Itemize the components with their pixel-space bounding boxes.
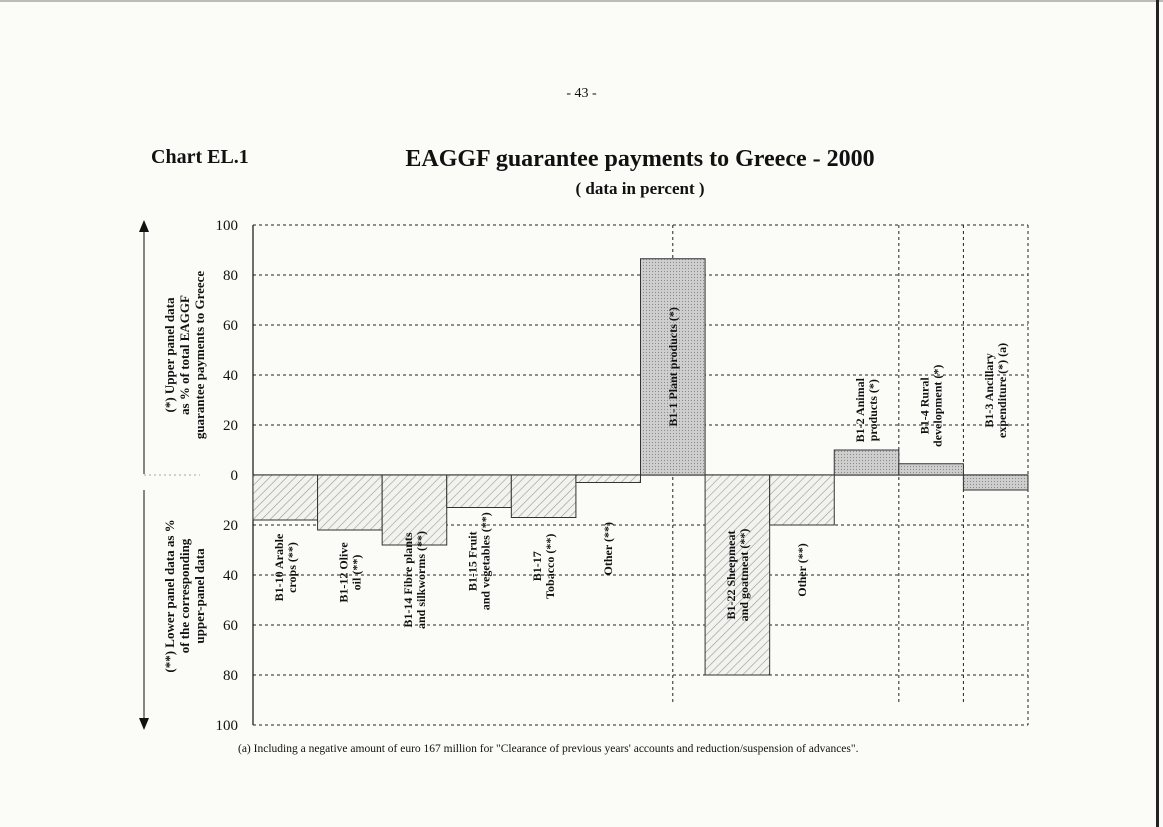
bar-label: B1-17Tobacco (**): [530, 534, 557, 599]
y-tick-label: 100: [216, 218, 239, 234]
bar-label: B1-12 Oliveoil (**): [336, 542, 363, 603]
bar: [962, 474, 1029, 491]
bar: [381, 474, 448, 546]
y-axis-label-lower-line: (**) Lower panel data as %: [162, 519, 177, 672]
bar: [640, 258, 706, 476]
bar-label-line: B1-4 Rural: [918, 377, 932, 435]
y-tick-label: 80: [223, 668, 238, 684]
bar: [833, 449, 900, 476]
bar-label-line: B1-17: [530, 551, 544, 581]
bar: [510, 474, 577, 518]
bar-label-line: B1-12 Olive: [336, 542, 350, 603]
bar-label-line: B1-15 Fruit: [466, 531, 480, 591]
bar: [252, 474, 319, 521]
y-tick-label: 60: [223, 318, 238, 334]
y-tick-label: 20: [223, 418, 238, 434]
bar-label-line: crops (**): [285, 542, 299, 593]
bar-label: B1-15 Fruitand vegetables (**): [466, 512, 493, 610]
bar-label-line: B1-22 Sheepmeat: [724, 531, 738, 620]
bar: [317, 474, 383, 531]
bar-label: B1-14 Fibre plantsand silkworms (**): [401, 531, 428, 629]
bar-label-line: Other (**): [601, 522, 615, 575]
bar-label-line: Other (**): [795, 543, 809, 596]
bar: [704, 474, 771, 676]
top-scan-rule: [0, 0, 1163, 2]
bar-label: B1-4 Ruraldevelopment (*): [918, 365, 945, 447]
y-tick-label: 80: [223, 268, 238, 284]
bar-label-line: B1-14 Fibre plants: [401, 532, 415, 627]
y-axis-label-lower-line: of the corresponding: [177, 538, 192, 653]
page-number: - 43 -: [566, 86, 597, 101]
bar-label-line: Tobacco (**): [543, 534, 557, 599]
y-tick-label: 40: [223, 568, 238, 584]
bar: [446, 474, 512, 508]
bar-label-line: expenditure (*) (a): [995, 343, 1009, 438]
bar-label-line: products (*): [866, 379, 880, 441]
bar-label-line: oil (**): [349, 555, 363, 591]
lower-arrow-head: [139, 718, 149, 730]
bar: [575, 474, 642, 483]
bar-label: B1-22 Sheepmeatand goatmeat (**): [724, 529, 751, 622]
bar: [898, 463, 964, 476]
bar-label: B1-10 Arablecrops (**): [272, 533, 299, 601]
chart-label: Chart EL.1: [151, 146, 249, 168]
chart-subtitle: ( data in percent ): [575, 179, 705, 198]
bar-label: Other (**): [601, 522, 615, 575]
y-tick-label: 0: [231, 468, 239, 484]
bar: [769, 474, 835, 526]
bar-label-line: and vegetables (**): [479, 512, 493, 610]
chart-title: EAGGF guarantee payments to Greece - 200…: [405, 146, 875, 172]
bar-label: B1-1 Plant products (*): [666, 307, 680, 426]
footnote: (a) Including a negative amount of euro …: [238, 743, 859, 755]
upper-arrow-head: [139, 220, 149, 232]
bar-label-line: B1-10 Arable: [272, 533, 286, 601]
bar-label: B1-3 Ancillaryexpenditure (*) (a): [982, 343, 1009, 438]
y-axis-label-upper-line: as % of total EAGGF: [177, 295, 192, 415]
y-tick-label: 40: [223, 368, 238, 384]
bar-label-line: development (*): [931, 365, 945, 447]
y-axis-label-upper: (*) Upper panel dataas % of total EAGGFg…: [162, 271, 207, 440]
y-tick-label: 20: [223, 518, 238, 534]
y-axis-label-upper-line: guarantee payments to Greece: [192, 271, 207, 440]
y-axis-label-lower-line: upper-panel data: [192, 548, 207, 644]
bar-label-line: and silkworms (**): [414, 531, 428, 629]
bar-label-line: and goatmeat (**): [737, 529, 751, 622]
bar-label: B1-2 Animalproducts (*): [853, 377, 880, 442]
right-scan-edge: [1156, 0, 1159, 827]
y-axis-label-lower: (**) Lower panel data as %of the corresp…: [162, 519, 207, 672]
y-axis-label-upper-line: (*) Upper panel data: [162, 297, 177, 412]
bar-label-line: B1-3 Ancillary: [982, 353, 996, 427]
bar-label: Other (**): [795, 543, 809, 596]
y-tick-label: 60: [223, 618, 238, 634]
bar-label-line: B1-2 Animal: [853, 377, 867, 442]
y-tick-label: 100: [216, 718, 239, 734]
bar-label-line: B1-1 Plant products (*): [666, 307, 680, 426]
